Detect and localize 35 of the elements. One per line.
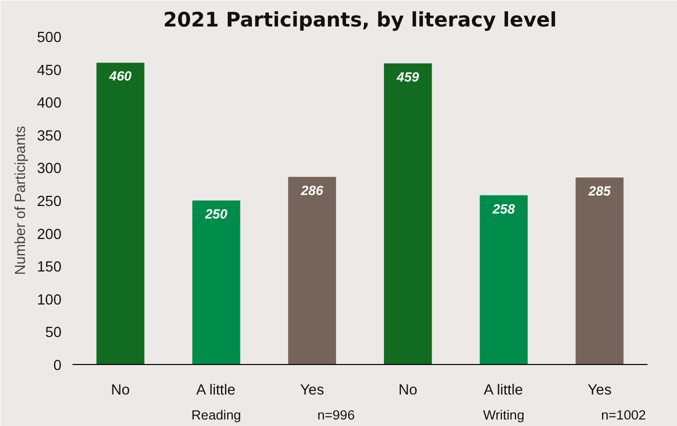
bar xyxy=(192,200,240,364)
x-tick-label: A little xyxy=(484,382,523,398)
bar xyxy=(96,62,144,364)
data-label: 285 xyxy=(587,184,612,199)
y-tick-label: 300 xyxy=(37,161,62,178)
data-label: 459 xyxy=(396,69,420,84)
y-tick-label: 200 xyxy=(37,226,62,243)
x-tick-label: No xyxy=(398,382,418,398)
bar xyxy=(384,63,432,364)
y-tick-label: 400 xyxy=(37,96,62,112)
y-axis-title: Number of Participants xyxy=(13,126,30,276)
bar xyxy=(576,178,624,364)
text: Reading xyxy=(191,408,242,422)
text: n=996 xyxy=(317,408,355,422)
bar xyxy=(288,176,336,364)
y-tick-label: 500 xyxy=(37,30,62,46)
x-tick-label: Yes xyxy=(588,382,612,398)
y-tick-label: 150 xyxy=(37,260,62,276)
chart-title: 2021 Participants, by literacy level xyxy=(163,8,557,32)
text: Writing xyxy=(483,408,524,422)
data-label: 250 xyxy=(204,206,228,222)
data-label: 258 xyxy=(492,201,516,216)
y-tick-label: 350 xyxy=(37,128,62,144)
text: n=1002 xyxy=(601,408,646,422)
x-tick-label: A little xyxy=(196,382,236,398)
x-tick-label: Yes xyxy=(300,382,324,398)
y-tick-label: 450 xyxy=(37,62,62,79)
bar xyxy=(480,195,528,364)
data-label: 460 xyxy=(108,68,132,84)
data-label: 286 xyxy=(300,182,324,198)
y-tick-label: 100 xyxy=(37,292,62,308)
y-tick-label: 0 xyxy=(53,358,62,374)
y-tick-label: 250 xyxy=(37,194,62,210)
x-tick-label: No xyxy=(111,382,130,398)
y-tick-label: 50 xyxy=(45,325,62,342)
